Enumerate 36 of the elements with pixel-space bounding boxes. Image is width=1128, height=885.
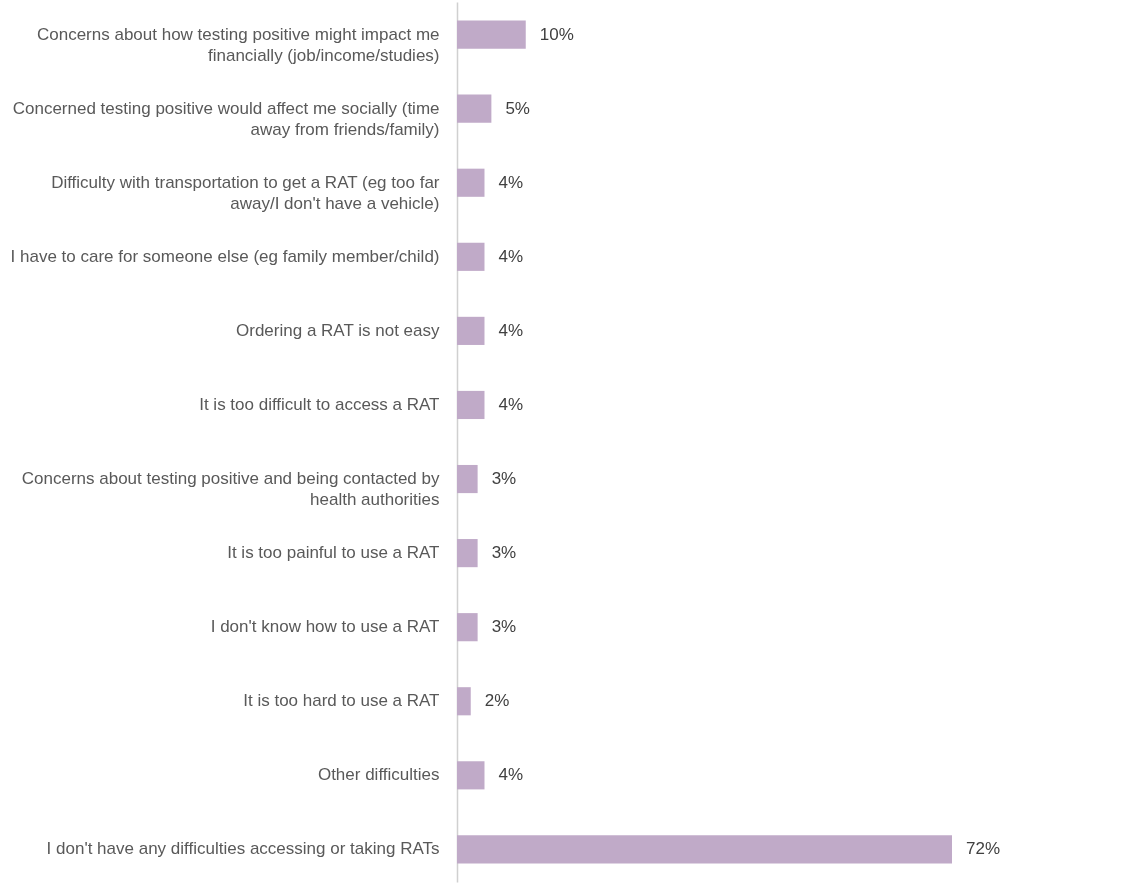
data-label: 4% bbox=[498, 246, 524, 266]
bar bbox=[457, 316, 485, 345]
data-label: 72% bbox=[966, 839, 1001, 859]
bar bbox=[457, 761, 485, 790]
data-label: 10% bbox=[539, 24, 574, 44]
bar bbox=[457, 94, 492, 123]
data-label: 3% bbox=[491, 543, 517, 563]
bar bbox=[457, 464, 478, 494]
y-tick-label: Difficulty with transportation to get a RAT (eg too far away/I don't have a vehicle) bbox=[51, 172, 440, 213]
bar bbox=[457, 390, 485, 420]
data-label: 4% bbox=[498, 394, 524, 414]
y-tick-label: I don't know how to use a RAT bbox=[210, 617, 440, 637]
y-tick-label: I have to care for someone else (eg family member/child) bbox=[10, 246, 440, 266]
bar bbox=[457, 613, 478, 642]
data-label: 2% bbox=[484, 691, 510, 711]
y-tick-label: Concerns about testing positive and being contacted by health authorities bbox=[21, 469, 440, 510]
bar bbox=[457, 168, 485, 197]
y-tick-label: Concerns about how testing positive might impact me financially (job/income/studies) bbox=[36, 24, 440, 65]
bar bbox=[457, 835, 952, 864]
bar bbox=[457, 20, 526, 49]
data-label: 4% bbox=[498, 765, 524, 785]
data-label: 4% bbox=[498, 320, 524, 340]
bar bbox=[457, 539, 478, 568]
y-tick-label: It is too difficult to access a RAT bbox=[199, 394, 440, 414]
data-label: 4% bbox=[498, 172, 524, 192]
y-tick-label: Concerned testing positive would affect me socially (time away from friends/family) bbox=[12, 98, 440, 139]
data-label: 5% bbox=[505, 98, 530, 118]
y-tick-label: Other difficulties bbox=[317, 765, 440, 785]
y-tick-label: It is too hard to use a RAT bbox=[243, 691, 440, 711]
bar bbox=[457, 242, 485, 271]
data-label: 3% bbox=[491, 617, 517, 637]
data-label: 3% bbox=[491, 469, 517, 489]
y-tick-label: I don't have any difficulties accessing or taking RATs bbox=[46, 839, 440, 859]
y-tick-label: Ordering a RAT is not easy bbox=[236, 320, 440, 340]
y-tick-label: It is too painful to use a RAT bbox=[227, 543, 440, 563]
bar bbox=[457, 687, 471, 716]
